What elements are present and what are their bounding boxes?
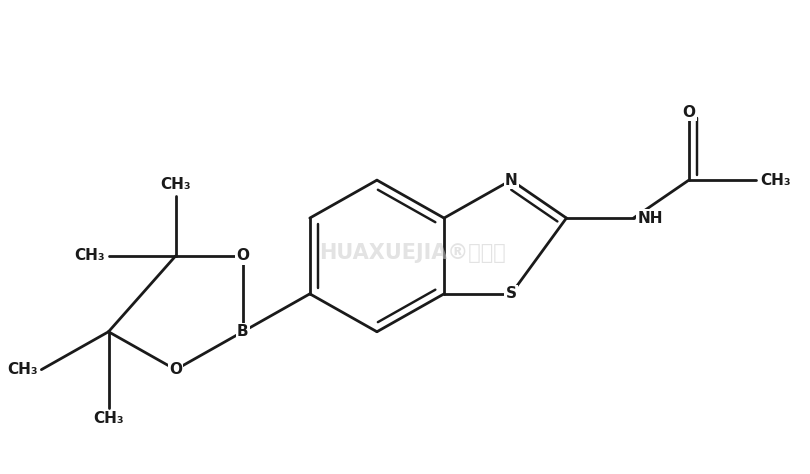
Text: CH₃: CH₃	[760, 173, 791, 188]
Text: O: O	[682, 105, 695, 120]
Text: CH₃: CH₃	[93, 411, 124, 427]
Text: CH₃: CH₃	[160, 177, 191, 192]
Text: HUAXUEJIA®化学加: HUAXUEJIA®化学加	[319, 243, 505, 263]
Text: CH₃: CH₃	[74, 248, 104, 264]
Text: O: O	[237, 248, 249, 264]
Text: B: B	[237, 324, 249, 339]
Text: CH₃: CH₃	[6, 362, 37, 377]
Text: O: O	[169, 362, 182, 377]
Text: N: N	[505, 173, 518, 188]
Text: NH: NH	[637, 210, 663, 226]
Text: S: S	[505, 286, 517, 301]
